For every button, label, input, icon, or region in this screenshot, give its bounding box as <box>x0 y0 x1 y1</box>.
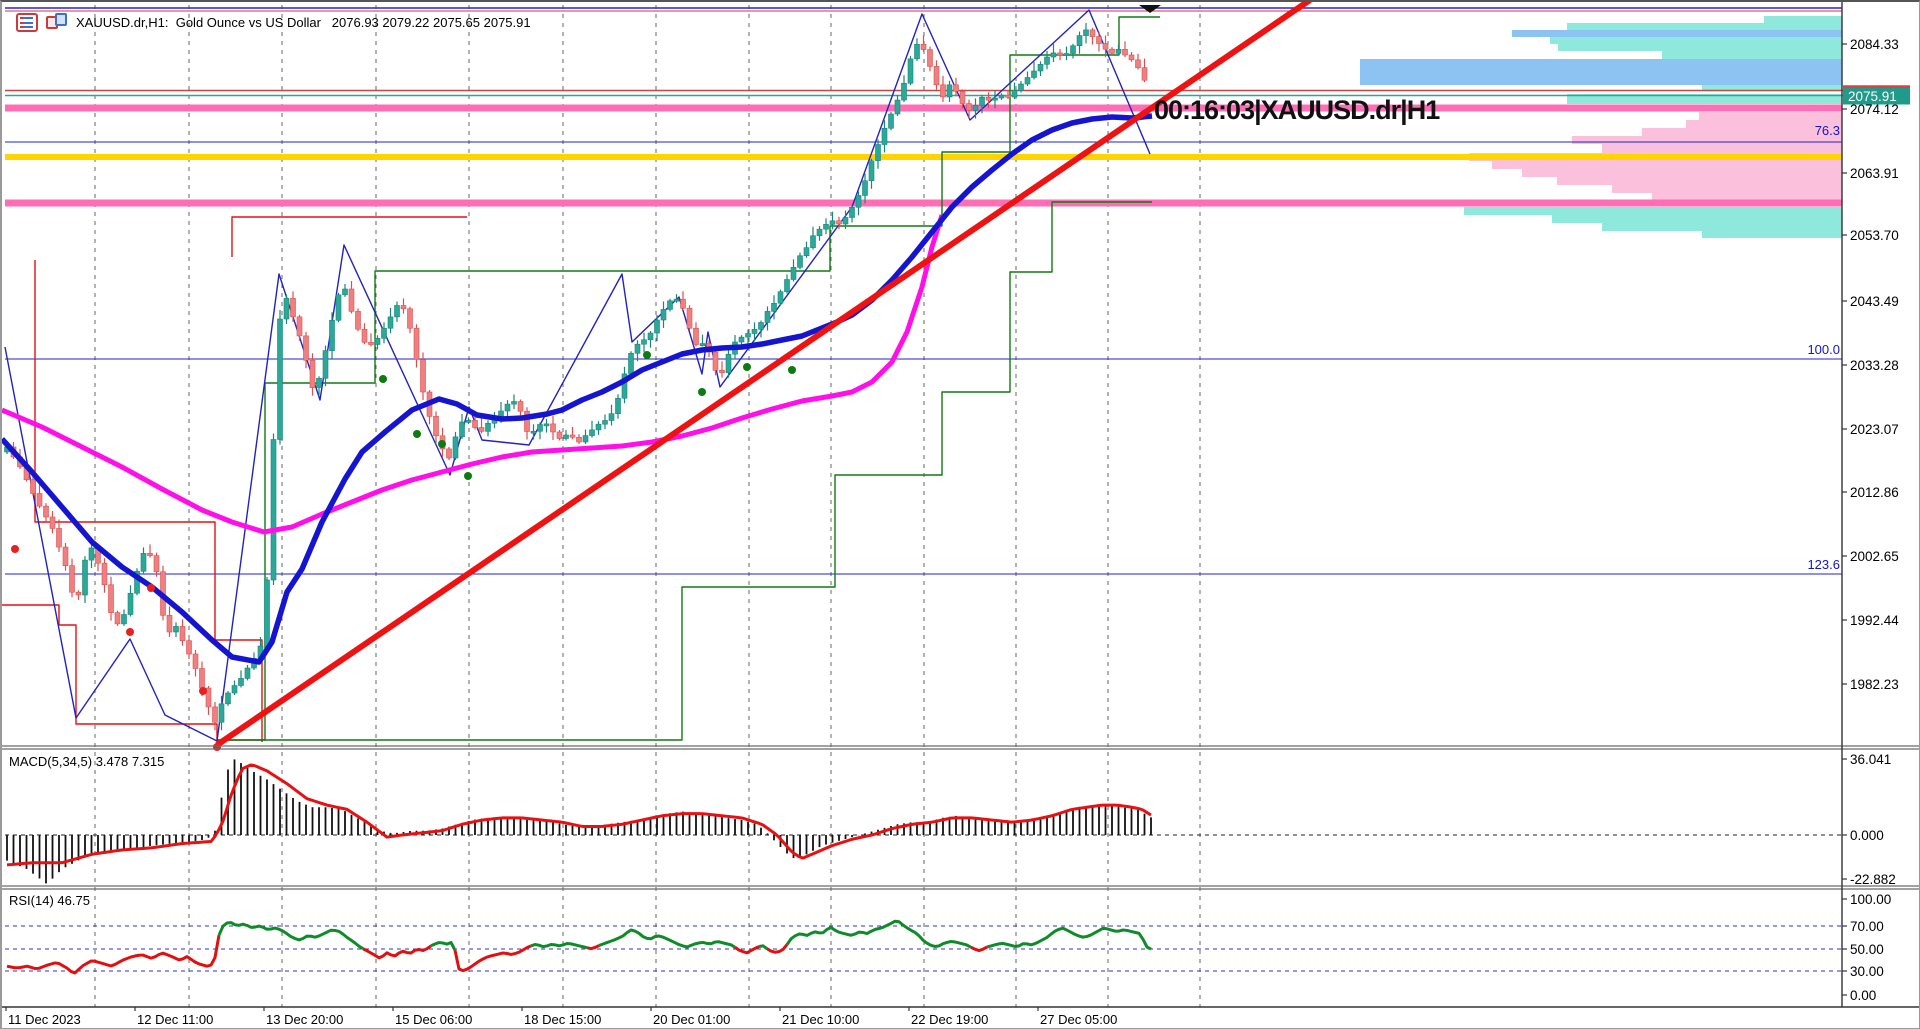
svg-text:13 Dec 20:00: 13 Dec 20:00 <box>266 1012 343 1027</box>
ohlc-readout: 2076.93 2079.22 2075.65 2075.91 <box>331 15 531 30</box>
svg-text:2002.65: 2002.65 <box>1850 549 1899 564</box>
market-watch-icon[interactable] <box>16 13 38 32</box>
svg-text:27 Dec 05:00: 27 Dec 05:00 <box>1040 1012 1117 1027</box>
ma-blue-layer <box>2 113 1153 665</box>
svg-text:2023.07: 2023.07 <box>1850 422 1899 437</box>
fibonacci-labels: 76.3 100.0 123.6 <box>1807 123 1840 572</box>
svg-text:15 Dec 06:00: 15 Dec 06:00 <box>395 1012 472 1027</box>
svg-text:0.000: 0.000 <box>1850 828 1884 843</box>
svg-text:18 Dec 15:00: 18 Dec 15:00 <box>524 1012 601 1027</box>
arrow-marker-layer <box>1139 5 1161 13</box>
svg-text:20 Dec 01:00: 20 Dec 01:00 <box>653 1012 730 1027</box>
time-axis: 11 Dec 2023 12 Dec 11:00 13 Dec 20:00 15 De… <box>2 1006 1919 1027</box>
svg-text:2063.91: 2063.91 <box>1850 166 1899 181</box>
svg-text:2074.12: 2074.12 <box>1850 102 1899 117</box>
chart-title-text: XAUUSD.dr,H1: Gold Ounce vs US Dollar 20… <box>76 15 531 30</box>
svg-text:22 Dec 19:00: 22 Dec 19:00 <box>911 1012 988 1027</box>
svg-text:50.00: 50.00 <box>1850 942 1884 957</box>
ma-magenta-layer <box>2 214 945 535</box>
svg-text:100.00: 100.00 <box>1850 892 1891 907</box>
svg-text:1992.44: 1992.44 <box>1850 613 1899 628</box>
svg-text:2053.70: 2053.70 <box>1850 228 1899 243</box>
price-axis: 2084.33 2074.12 2063.91 2053.70 2043.49 2033.… <box>1841 2 1899 1007</box>
svg-text:12 Dec 11:00: 12 Dec 11:00 <box>137 1012 213 1027</box>
candlestick-layer <box>4 22 1148 731</box>
svg-text:70.00: 70.00 <box>1850 919 1884 934</box>
svg-text:123.6: 123.6 <box>1807 557 1840 572</box>
svg-text:2043.49: 2043.49 <box>1850 294 1899 309</box>
svg-text:2033.28: 2033.28 <box>1850 358 1899 373</box>
symbol-period-label: XAUUSD.dr,H1: <box>76 15 169 30</box>
macd-indicator-label: MACD(5,34,5) 3.478 7.315 <box>9 754 165 769</box>
svg-text:-22.882: -22.882 <box>1850 872 1896 887</box>
symbol-description: Gold Ounce vs US Dollar <box>175 15 321 30</box>
macd-panel: 36.041 0.000 -22.882 <box>5 752 1896 887</box>
svg-text:30.00: 30.00 <box>1850 964 1884 979</box>
signal-dots-layer <box>11 351 796 751</box>
svg-text:100.0: 100.0 <box>1807 342 1840 357</box>
svg-text:1982.23: 1982.23 <box>1850 677 1899 692</box>
session-watermark-text: 00:16:03|XAUUSD.dr|H1 <box>1154 95 1440 125</box>
svg-text:0.00: 0.00 <box>1850 988 1876 1003</box>
trendline-layer <box>215 2 1312 748</box>
chart-windows-icon[interactable] <box>46 13 68 32</box>
rsi-panel: 100.00 70.00 50.00 30.00 0.00 <box>5 892 1891 1003</box>
chart-titlebar: XAUUSD.dr,H1: Gold Ounce vs US Dollar 20… <box>16 13 531 32</box>
horizontal-lines-layer <box>5 7 1845 575</box>
svg-text:2012.86: 2012.86 <box>1850 485 1899 500</box>
svg-text:36.041: 36.041 <box>1850 752 1891 767</box>
svg-text:76.3: 76.3 <box>1815 123 1840 138</box>
zigzag-layer <box>4 9 1151 742</box>
svg-text:11 Dec 2023: 11 Dec 2023 <box>8 1012 81 1027</box>
panel-separators <box>2 745 1919 890</box>
svg-text:2075.91: 2075.91 <box>1848 89 1897 104</box>
down-arrow-marker-icon <box>1139 5 1161 13</box>
svg-text:21 Dec 10:00: 21 Dec 10:00 <box>782 1012 859 1027</box>
price-badge: 2075.91 <box>1843 85 1910 105</box>
svg-text:2084.33: 2084.33 <box>1850 37 1899 52</box>
rsi-indicator-label: RSI(14) 46.75 <box>9 893 90 908</box>
volume-profile-layer <box>1360 16 1842 238</box>
